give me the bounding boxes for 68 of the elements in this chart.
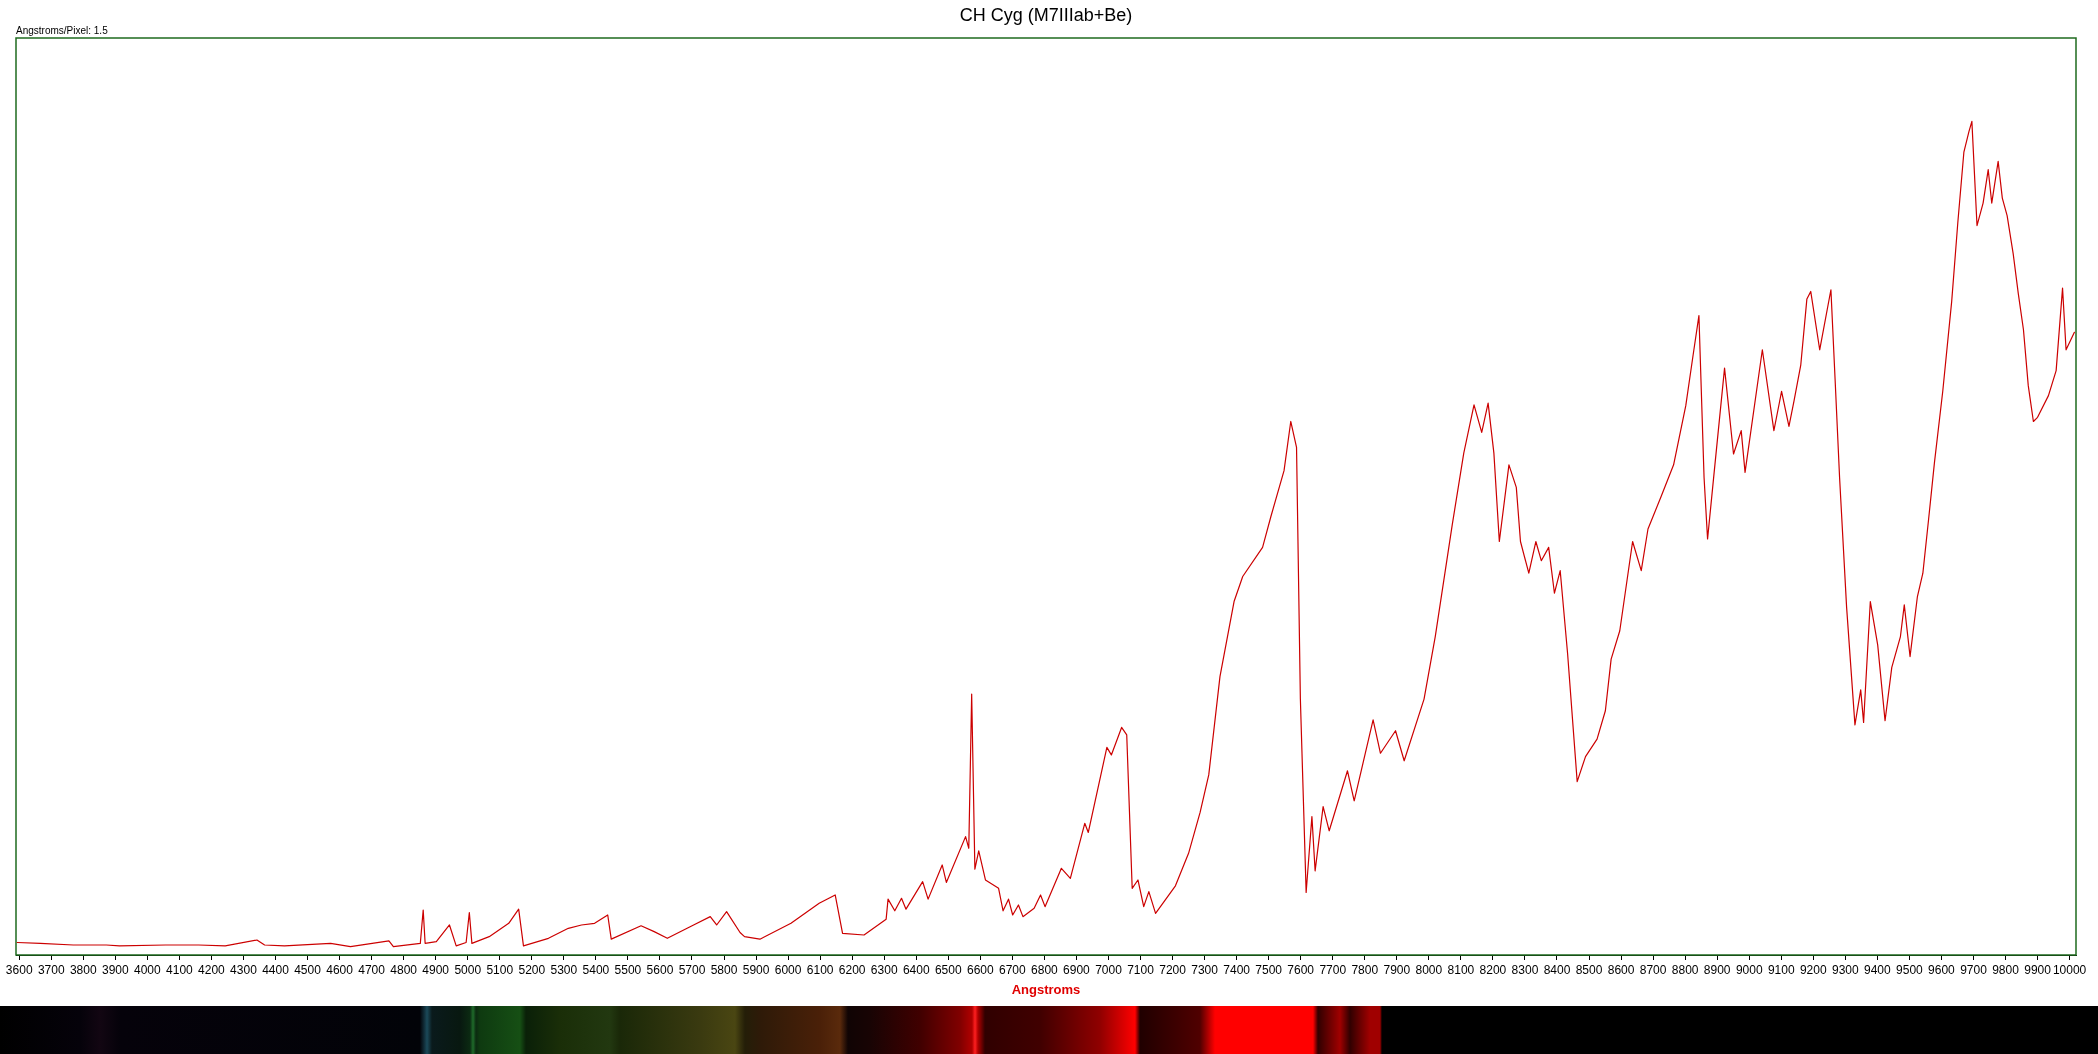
x-tick-label: 4900 <box>422 962 450 977</box>
x-tick-label: 8000 <box>1415 962 1443 977</box>
x-tick-label: 9200 <box>1799 962 1827 977</box>
x-tick-label: 5200 <box>518 962 546 977</box>
x-tick-label: 9600 <box>1928 962 1956 977</box>
x-tick-label: 5300 <box>550 962 578 977</box>
x-tick-label: 7800 <box>1351 962 1379 977</box>
x-tick-label: 8600 <box>1607 962 1635 977</box>
x-tick-label: 6600 <box>966 962 994 977</box>
x-tick-label: 6800 <box>1031 962 1059 977</box>
x-tick-label: 10000 <box>2052 962 2087 977</box>
x-tick-label: 6300 <box>870 962 898 977</box>
x-tick-label: 5700 <box>678 962 706 977</box>
x-tick-label: 7400 <box>1223 962 1251 977</box>
x-tick-label: 4500 <box>294 962 322 977</box>
x-tick-label: 7300 <box>1191 962 1219 977</box>
x-tick-label: 6700 <box>999 962 1027 977</box>
x-tick-label: 5100 <box>486 962 514 977</box>
x-tick-label: 4000 <box>134 962 162 977</box>
chart-title: CH Cyg (M7IIIab+Be) <box>959 4 1133 25</box>
x-tick-label: 9700 <box>1960 962 1988 977</box>
x-tick-label: 9300 <box>1831 962 1859 977</box>
x-tick-label: 7500 <box>1255 962 1283 977</box>
text: Angstroms/Pixel: 1.5 <box>16 24 109 36</box>
x-tick-label: 5500 <box>614 962 642 977</box>
x-tick-label: 6900 <box>1063 962 1091 977</box>
x-tick-label: 6000 <box>774 962 802 977</box>
x-tick-label: 6100 <box>806 962 834 977</box>
x-tick-label: 8700 <box>1639 962 1667 977</box>
x-tick-label: 4300 <box>230 962 258 977</box>
x-tick-label: 4200 <box>198 962 226 977</box>
x-tick-label: 7600 <box>1287 962 1315 977</box>
x-tick-label: 5900 <box>742 962 770 977</box>
x-tick-label: 6500 <box>934 962 962 977</box>
x-tick-label: 3700 <box>37 962 65 977</box>
x-tick-label: 4100 <box>166 962 194 977</box>
x-tick-label: 8400 <box>1543 962 1571 977</box>
x-tick-label: 9500 <box>1896 962 1924 977</box>
x-tick-label: 4700 <box>358 962 386 977</box>
x-tick-label: 3800 <box>69 962 97 977</box>
x-tick-label: 8800 <box>1671 962 1699 977</box>
x-tick-label: 5400 <box>582 962 610 977</box>
x-tick-label: 9000 <box>1735 962 1763 977</box>
x-tick-label: 6400 <box>902 962 930 977</box>
x-tick-label: 7100 <box>1127 962 1155 977</box>
x-tick-label: 4600 <box>326 962 354 977</box>
x-tick-label: 8200 <box>1479 962 1507 977</box>
x-tick-label: 6200 <box>838 962 866 977</box>
x-tick-label: 7700 <box>1319 962 1347 977</box>
x-tick-label: 4400 <box>262 962 290 977</box>
x-tick-label: 8300 <box>1511 962 1539 977</box>
x-tick-label: 7900 <box>1383 962 1411 977</box>
x-tick-label: 8100 <box>1447 962 1475 977</box>
x-tick-label: 5800 <box>710 962 738 977</box>
x-tick-label: 9400 <box>1864 962 1892 977</box>
x-tick-label: 8900 <box>1703 962 1731 977</box>
x-tick-label: 3600 <box>5 962 33 977</box>
x-tick-label: 3900 <box>101 962 129 977</box>
x-tick-label: 9900 <box>2024 962 2052 977</box>
x-axis-title: Angstroms <box>1011 981 1081 997</box>
x-tick-label: 9100 <box>1767 962 1795 977</box>
x-tick-label: 4800 <box>390 962 418 977</box>
x-tick-label: 8500 <box>1575 962 1603 977</box>
x-tick-label: 5000 <box>454 962 482 977</box>
x-tick-label: 9800 <box>1992 962 2020 977</box>
x-tick-label: 7200 <box>1159 962 1187 977</box>
x-tick-label: 7000 <box>1095 962 1123 977</box>
x-tick-label: 5600 <box>646 962 674 977</box>
